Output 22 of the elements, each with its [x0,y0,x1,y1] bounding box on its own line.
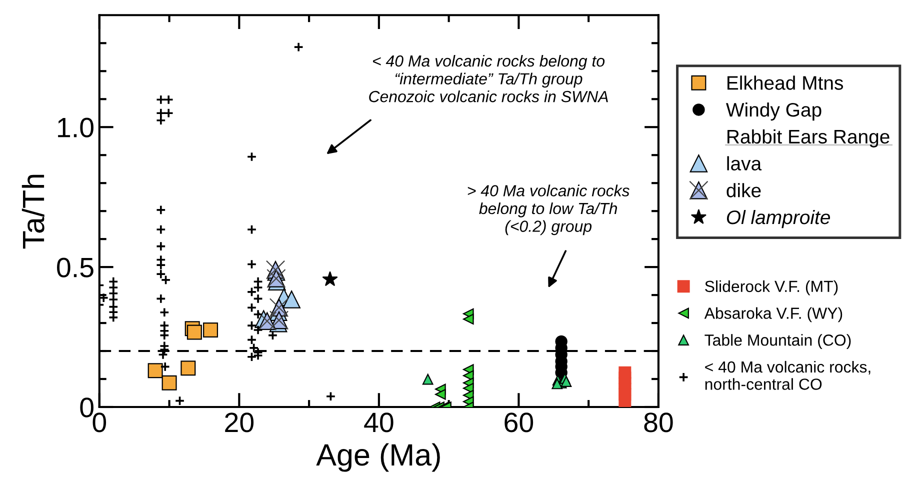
y-tick-label: 0 [80,398,94,418]
x-tick-label: 0 [92,412,106,432]
x-axis-title: Age (Ma) [316,443,440,472]
legend-label: dike [726,183,761,198]
y-tick-label: 1.0 [58,118,94,138]
y-axis-title: Ta/Th [22,174,44,249]
legend-label: Elkhead Mtns [728,76,844,90]
x-tick-label: 60 [504,412,534,432]
x-tick-label: 20 [225,412,254,432]
legend-label: Table Mountain (CO) [704,334,851,349]
legend-title: Rabbit Ears Range [728,129,890,148]
x-tick-label: 40 [364,412,394,432]
legend-label: Windy Gap [726,102,822,121]
x-tick-label: 80 [644,412,673,432]
legend-label: lava [727,156,762,170]
annotation: < 40 Ma volcanic rocks belong to “intermediate” Ta/Th group Cenozoic volcanic rocks in SWNA [369,54,608,102]
legend-label: < 40 Ma volcanic rocks, north-central CO [705,360,870,390]
legend-label: Absaroka V.F. (WY) [704,307,842,322]
legend-label: Ol lamproite [726,210,830,228]
y-tick-label: 0.5 [57,258,94,278]
legend-label: Sliderock V.F. (MT) [705,280,838,296]
annotation: > 40 Ma volcanic rocks belong to low Ta/Th (<0.2) group [468,184,630,236]
